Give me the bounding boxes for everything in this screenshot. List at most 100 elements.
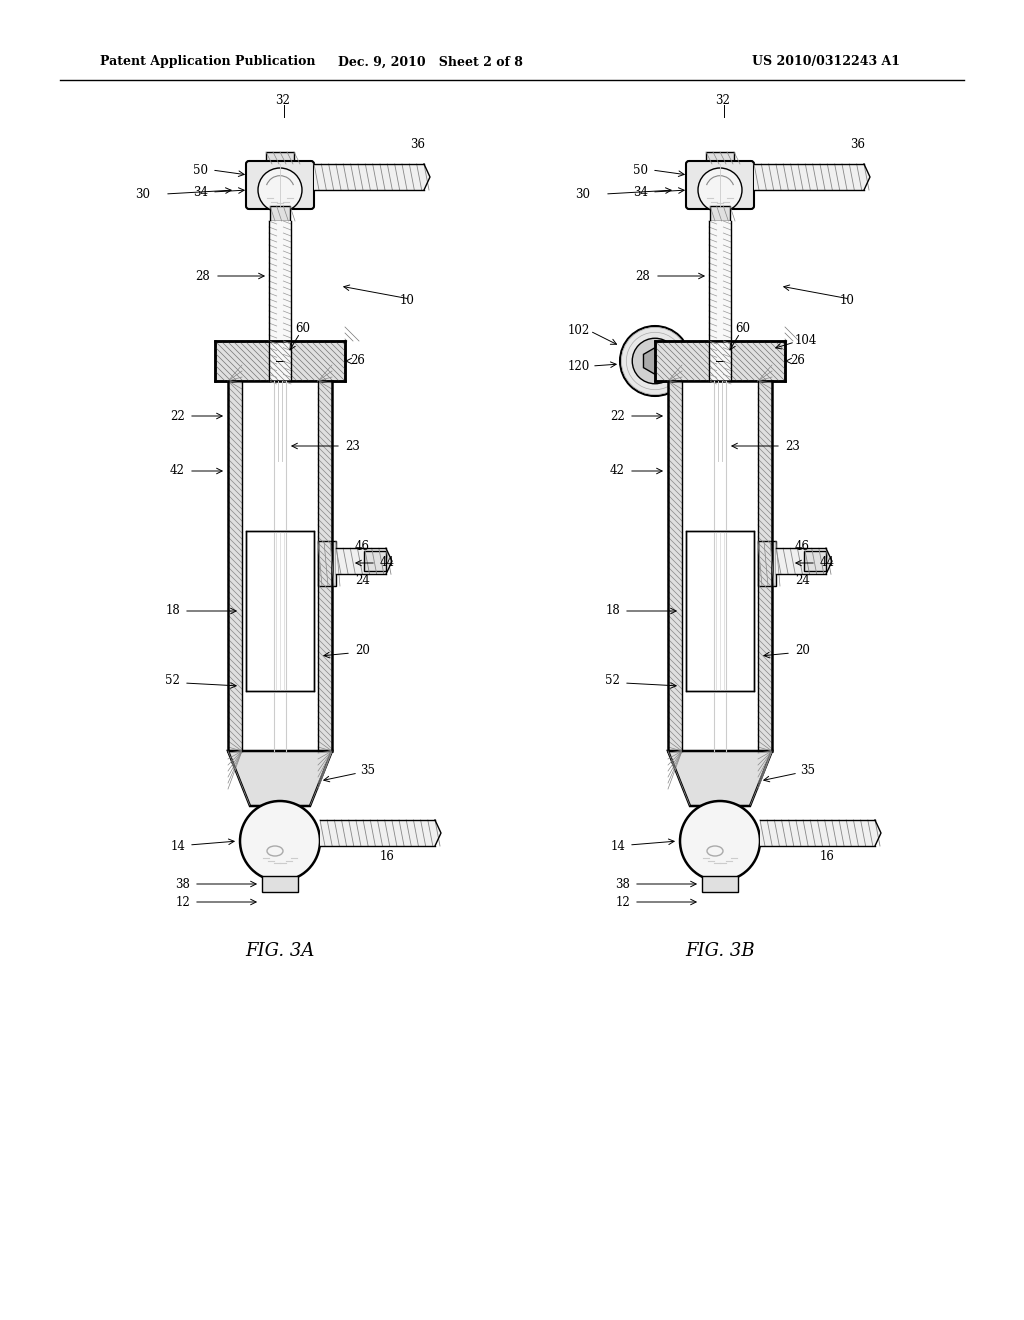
Text: 60: 60 <box>295 322 310 335</box>
Text: 104: 104 <box>795 334 817 347</box>
Text: FIG. 3A: FIG. 3A <box>246 942 314 960</box>
Text: US 2010/0312243 A1: US 2010/0312243 A1 <box>752 55 900 69</box>
Text: Patent Application Publication: Patent Application Publication <box>100 55 315 69</box>
Bar <box>269 220 291 341</box>
Text: 46: 46 <box>795 540 810 553</box>
Text: 23: 23 <box>785 440 800 453</box>
Bar <box>776 548 826 574</box>
Text: 18: 18 <box>165 605 180 618</box>
Bar <box>710 206 730 220</box>
Text: 23: 23 <box>345 440 359 453</box>
Circle shape <box>258 168 302 213</box>
Text: 24: 24 <box>795 574 810 587</box>
Bar <box>754 164 864 190</box>
Text: 32: 32 <box>275 94 290 107</box>
Bar <box>314 164 424 190</box>
Bar <box>682 381 758 751</box>
Text: 30: 30 <box>575 189 590 202</box>
Bar <box>758 381 772 751</box>
Text: 52: 52 <box>605 675 620 688</box>
Polygon shape <box>643 347 667 375</box>
Bar <box>215 341 345 381</box>
Bar <box>246 531 314 690</box>
Bar <box>266 152 294 164</box>
Bar <box>709 220 731 341</box>
Text: 14: 14 <box>170 840 185 853</box>
Text: 20: 20 <box>355 644 370 657</box>
Polygon shape <box>864 164 870 190</box>
Text: FIG. 3B: FIG. 3B <box>685 942 755 960</box>
Bar <box>318 381 332 751</box>
Text: 120: 120 <box>567 359 590 372</box>
Bar <box>270 206 290 220</box>
Text: 50: 50 <box>193 164 208 177</box>
Circle shape <box>240 801 319 880</box>
Text: 102: 102 <box>567 325 590 338</box>
Bar <box>364 552 386 572</box>
Polygon shape <box>424 164 430 190</box>
Text: 24: 24 <box>355 574 370 587</box>
Text: 22: 22 <box>610 409 625 422</box>
Bar <box>336 548 386 574</box>
Circle shape <box>698 168 742 213</box>
Bar <box>228 381 242 751</box>
Text: 46: 46 <box>355 540 370 553</box>
Bar <box>804 552 826 572</box>
Text: 26: 26 <box>790 355 805 367</box>
Bar <box>319 820 435 846</box>
Polygon shape <box>386 548 392 574</box>
Text: 38: 38 <box>615 878 630 891</box>
Circle shape <box>620 326 690 396</box>
Text: 12: 12 <box>175 895 190 908</box>
Text: 16: 16 <box>820 850 835 862</box>
Polygon shape <box>826 548 831 574</box>
Text: 14: 14 <box>610 840 625 853</box>
Bar <box>709 341 731 381</box>
Text: 16: 16 <box>380 850 395 862</box>
Text: 44: 44 <box>820 557 835 569</box>
Circle shape <box>632 338 678 384</box>
Text: 28: 28 <box>196 269 210 282</box>
Bar <box>686 531 754 690</box>
Text: 18: 18 <box>605 605 620 618</box>
Bar <box>758 541 776 586</box>
Text: 30: 30 <box>135 189 150 202</box>
Bar <box>655 341 785 381</box>
Text: 28: 28 <box>635 269 650 282</box>
Text: 10: 10 <box>400 294 415 308</box>
Text: 38: 38 <box>175 878 190 891</box>
Polygon shape <box>668 751 772 807</box>
Circle shape <box>680 801 760 880</box>
Text: 44: 44 <box>380 557 395 569</box>
Text: 42: 42 <box>170 465 185 478</box>
Text: 52: 52 <box>165 675 180 688</box>
Text: 35: 35 <box>800 764 815 777</box>
FancyBboxPatch shape <box>246 161 314 209</box>
Text: 26: 26 <box>350 355 365 367</box>
Bar <box>706 152 734 164</box>
Text: 50: 50 <box>633 164 648 177</box>
Text: 36: 36 <box>410 139 425 152</box>
Text: Dec. 9, 2010   Sheet 2 of 8: Dec. 9, 2010 Sheet 2 of 8 <box>338 55 522 69</box>
Bar <box>242 381 318 751</box>
Bar <box>262 876 298 892</box>
Text: 22: 22 <box>170 409 185 422</box>
Text: 10: 10 <box>840 294 855 308</box>
Circle shape <box>274 355 286 367</box>
Text: 60: 60 <box>735 322 750 335</box>
Polygon shape <box>874 820 881 846</box>
Text: 20: 20 <box>795 644 810 657</box>
Text: 12: 12 <box>615 895 630 908</box>
FancyBboxPatch shape <box>686 161 754 209</box>
Bar <box>702 876 738 892</box>
Text: 36: 36 <box>850 139 865 152</box>
Bar <box>269 341 291 381</box>
Bar <box>318 541 336 586</box>
Bar <box>760 820 874 846</box>
Text: 35: 35 <box>360 764 375 777</box>
Polygon shape <box>435 820 441 846</box>
Text: 34: 34 <box>193 186 208 199</box>
Text: 34: 34 <box>633 186 648 199</box>
Polygon shape <box>228 751 332 807</box>
Bar <box>668 381 682 751</box>
